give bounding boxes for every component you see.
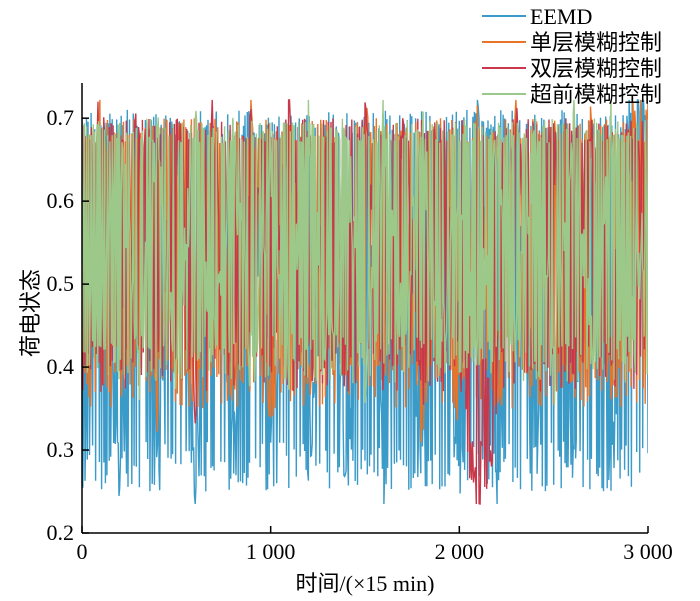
x-tick-label: 1 000 (246, 539, 296, 564)
axes: 0 1 000 2 000 3 000 0.2 0.3 0.4 0.5 0.6 0.7 (47, 83, 673, 564)
x-tick-label: 2 000 (435, 539, 485, 564)
legend-label: 双层模糊控制 (530, 56, 662, 81)
series-line-3 (82, 99, 648, 406)
x-tick-label: 0 (77, 539, 88, 564)
x-tick-label: 3 000 (623, 539, 673, 564)
y-tick-label: 0.3 (47, 437, 75, 462)
y-tick-label: 0.5 (47, 271, 75, 296)
y-tick-label: 0.6 (47, 188, 75, 213)
y-tick-label: 0.7 (47, 105, 75, 130)
x-axis-label: 时间/(×15 min) (296, 571, 435, 596)
legend-label: 超前模糊控制 (530, 82, 662, 107)
y-tick-label: 0.4 (47, 354, 75, 379)
y-tick-label: 0.2 (47, 520, 75, 545)
plot-area (82, 99, 648, 505)
y-axis-label: 荷电状态 (18, 269, 43, 357)
series-line-2 (82, 99, 648, 505)
legend-label: EEMD (530, 4, 592, 29)
legend-label: 单层模糊控制 (530, 30, 662, 55)
